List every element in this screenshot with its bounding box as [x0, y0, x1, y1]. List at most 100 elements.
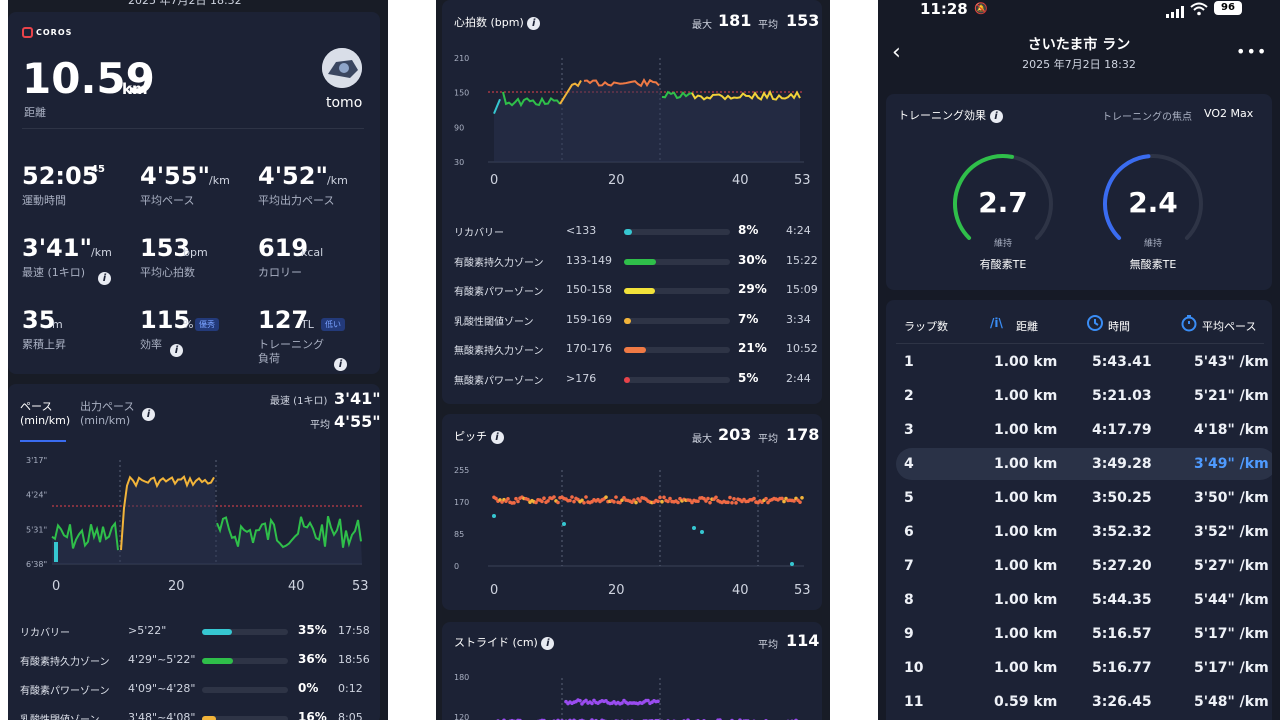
stat-label: 平均心拍数 — [140, 266, 195, 279]
stat-unit: TL — [301, 318, 314, 331]
cadence-point — [506, 496, 510, 501]
avg-label: 平均 — [310, 420, 330, 431]
zone-bar-fill — [202, 629, 233, 635]
cadence-point — [726, 500, 730, 505]
lap-pace: 3'52" /km — [1194, 524, 1269, 540]
zone-pct: 0% — [298, 681, 319, 695]
cadence-point — [514, 496, 518, 501]
te-focus-label: トレーニングの焦点 — [1102, 112, 1192, 123]
lap-row[interactable]: 5 1.00 km 3:50.25 3'50" /km — [896, 482, 1272, 514]
hr-max-value: 181 — [718, 11, 752, 30]
stat-value: 619 — [258, 234, 309, 262]
zone-pct: 35% — [298, 623, 327, 637]
zone-name: リカバリー — [20, 628, 70, 639]
lap-row[interactable]: 9 1.00 km 5:16.57 5'17" /km — [896, 618, 1272, 650]
zone-bar-fill — [202, 716, 216, 720]
y-tick-label: 120 — [454, 713, 469, 720]
distance-icon: /i\ — [990, 316, 1003, 330]
info-icon[interactable]: i — [170, 338, 183, 357]
lap-number: 1 — [904, 354, 914, 370]
zone-bar — [624, 258, 730, 265]
stat-label: 運動時間 — [22, 194, 66, 207]
tab-power-pace[interactable]: 出力ペース (min/km) — [80, 400, 135, 427]
lap-row[interactable]: 8 1.00 km 5:44.35 5'44" /km — [896, 584, 1272, 616]
lap-row[interactable]: 10 1.00 km 5:16.77 5'17" /km — [896, 652, 1272, 684]
info-icon[interactable]: i — [527, 17, 541, 30]
lap-row[interactable]: 11 0.59 km 3:26.45 5'48" /km — [896, 686, 1272, 718]
lap-row[interactable]: 3 1.00 km 4:17.79 4'18" /km — [896, 414, 1272, 446]
pace-line-segment — [51, 520, 119, 551]
cadence-point — [604, 495, 608, 499]
stat-label: 平均出力ペース — [258, 194, 335, 207]
y-tick-label: 30 — [454, 158, 464, 167]
cadence-point — [540, 499, 544, 504]
lap-distance: 1.00 km — [994, 354, 1058, 370]
lap-row[interactable]: 6 1.00 km 3:52.32 3'52" /km — [896, 516, 1272, 548]
user-name: tomo — [326, 95, 363, 111]
cadence-point — [632, 498, 636, 502]
zone-bar — [624, 376, 730, 383]
info-icon[interactable]: i — [989, 110, 1003, 123]
coros-logo: COROS — [22, 27, 72, 38]
cadence-avg-value: 178 — [786, 425, 820, 444]
info-icon[interactable]: i — [98, 266, 111, 285]
zone-time: 18:56 — [338, 653, 370, 666]
laps-header-pace: 平均ペース — [1202, 320, 1257, 333]
cadence-point — [614, 495, 618, 499]
lap-row[interactable]: 7 1.00 km 5:27.20 5'27" /km — [896, 550, 1272, 582]
cadence-point — [562, 522, 566, 526]
info-icon[interactable]: i — [334, 352, 347, 371]
stride-card: ストライド (cm) i 平均 114 180 120 — [442, 622, 822, 720]
avatar[interactable] — [322, 48, 362, 88]
zone-pct: 5% — [738, 370, 759, 385]
cadence-point — [580, 498, 584, 503]
y-tick-label: 3'17" — [26, 456, 47, 465]
lap-pace: 3'49" /km — [1194, 456, 1269, 472]
zone-time: 2:44 — [786, 371, 811, 385]
y-tick-label: 255 — [454, 466, 469, 475]
lap-row[interactable]: 4 1.00 km 3:49.28 3'49" /km — [896, 448, 1272, 480]
zone-bar-fill — [624, 229, 633, 235]
zone-time: 17:58 — [338, 624, 370, 637]
cadence-avg-label: 平均 — [758, 434, 778, 445]
cadence-point — [622, 495, 626, 500]
tab-pace[interactable]: ペース (min/km) — [20, 400, 71, 427]
zone-time: 8:05 — [338, 711, 363, 720]
hr-avg-label: 平均 — [758, 20, 778, 31]
stat-value: 115 — [140, 306, 191, 334]
cadence-point — [764, 496, 768, 501]
zone-name: 乳酸性閾値ゾーン — [454, 316, 534, 328]
info-icon[interactable]: i — [541, 637, 555, 650]
signal-icon — [1166, 3, 1186, 22]
stride-chart: 180 120 — [454, 673, 799, 720]
back-button[interactable]: ‹ — [892, 40, 901, 65]
pace-line-segment — [54, 542, 58, 562]
hr-chart: 210 150 90 30 0 20 40 53 — [454, 54, 811, 188]
cadence-max-label: 最大 — [692, 434, 712, 445]
info-icon[interactable]: i — [490, 431, 504, 444]
lap-row[interactable]: 2 1.00 km 5:21.03 5'21" /km — [896, 380, 1272, 412]
stride-point — [620, 701, 624, 705]
lap-number: 10 — [904, 660, 924, 676]
cadence-max-value: 203 — [718, 425, 752, 444]
aerobic-te-state: 維持 — [993, 239, 1012, 249]
anaerobic-te-label: 無酸素TE — [1129, 258, 1177, 271]
cadence-point — [572, 499, 576, 504]
cadence-point — [492, 514, 496, 518]
cadence-point — [512, 501, 516, 505]
stat-unit: /km — [91, 246, 112, 259]
x-tick-label: 20 — [608, 583, 625, 598]
lap-pace: 3'50" /km — [1194, 490, 1269, 506]
cadence-point — [568, 498, 572, 503]
hr-line-segment — [493, 98, 501, 114]
hr-title: 心拍数 (bpm) i — [454, 14, 541, 30]
cadence-point — [730, 500, 734, 505]
distance-unit: km — [122, 80, 148, 98]
anaerobic-te-state: 維持 — [1143, 239, 1162, 249]
more-icon[interactable]: ••• — [1236, 42, 1268, 61]
stat-unit: % — [183, 318, 194, 331]
cadence-point — [692, 526, 696, 530]
info-icon[interactable]: i — [142, 402, 155, 421]
cadence-point — [494, 496, 498, 501]
lap-row[interactable]: 1 1.00 km 5:43.41 5'43" /km — [896, 346, 1272, 378]
